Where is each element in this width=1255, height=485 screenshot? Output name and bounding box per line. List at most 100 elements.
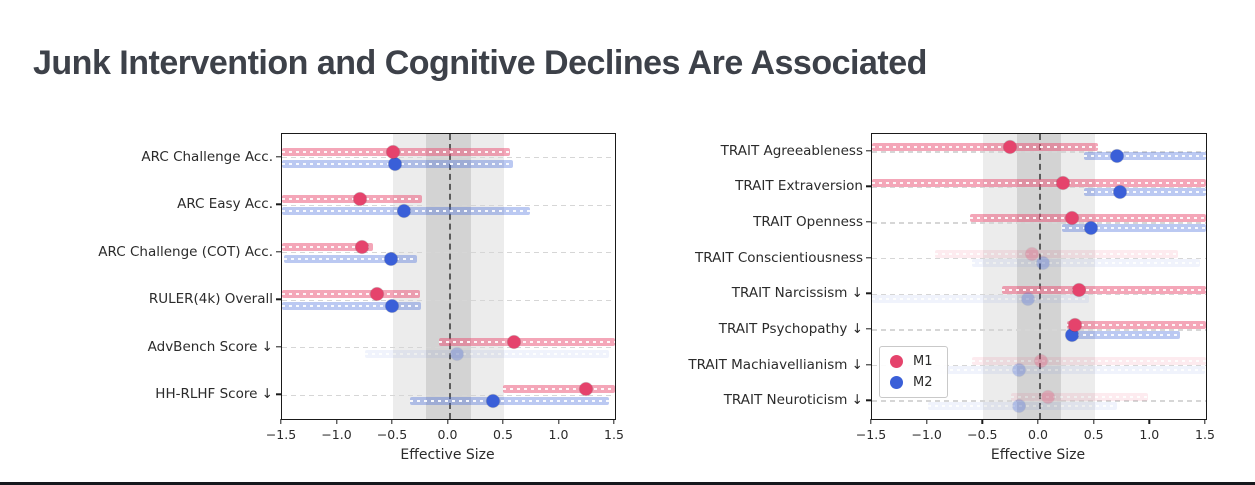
legend-label-m1: M1: [913, 354, 933, 369]
x-tick-mark: [280, 419, 282, 424]
x-tick-mark: [502, 419, 504, 424]
x-tick-mark: [925, 419, 928, 424]
y-tick-mark: [276, 346, 281, 348]
m1-marker-icon: [890, 355, 903, 368]
data-point-m1: [1003, 140, 1017, 154]
data-point-m2: [1110, 149, 1124, 163]
ci-bar-m2: [365, 349, 610, 358]
data-point-m2: [397, 204, 411, 218]
grid-line: [872, 257, 1206, 260]
grid-line: [282, 394, 615, 396]
y-tick-mark: [866, 256, 871, 259]
data-point-m2: [1012, 363, 1026, 377]
grid-line: [872, 400, 1206, 402]
category-label: TRAIT Psychopathy ↓: [718, 320, 863, 337]
ci-bar-m2: [282, 302, 421, 311]
data-point-m2: [384, 252, 398, 266]
data-point-m1: [507, 335, 521, 349]
ci-bar-m1: [972, 356, 1206, 365]
ci-bar-m2: [972, 259, 1201, 268]
ci-bar-m2: [872, 294, 1090, 303]
ci-bar-m1: [502, 385, 615, 394]
x-tick-mark: [870, 419, 872, 424]
plot-area: M1 M2: [871, 133, 1207, 420]
grid-line: [282, 204, 615, 206]
category-label: ARC Challenge Acc.: [141, 148, 273, 165]
data-point-m1: [1065, 211, 1079, 225]
y-tick-mark: [866, 150, 871, 152]
ci-bar-m1: [282, 290, 420, 299]
ci-bar-m1: [969, 214, 1206, 223]
category-label: ARC Easy Acc.: [177, 196, 273, 213]
y-tick-mark: [276, 203, 281, 205]
y-tick-mark: [866, 185, 871, 188]
data-point-m1: [1072, 283, 1086, 297]
category-label: TRAIT Neuroticism ↓: [723, 392, 863, 409]
data-point-m1: [1041, 390, 1055, 404]
shaded-band: [426, 134, 471, 419]
x-tick-label: 1.0: [1139, 427, 1160, 442]
m2-marker-icon: [890, 376, 903, 389]
data-point-m2: [385, 299, 399, 313]
y-tick-mark: [276, 393, 281, 395]
grid-line: [872, 293, 1206, 295]
plot-area: [281, 133, 616, 420]
x-tick-mark: [613, 419, 615, 424]
zero-reference-line: [448, 134, 451, 419]
data-point-m1: [579, 382, 593, 396]
x-tick-label: −1.0: [321, 427, 352, 442]
x-tick-label: 0.5: [1083, 427, 1104, 442]
category-label: TRAIT Machiavellianism ↓: [688, 356, 863, 373]
grid-line: [282, 252, 615, 254]
grid-line: [282, 157, 615, 159]
data-point-m1: [370, 287, 384, 301]
trait-effects-chart: TRAIT Agreeableness TRAIT Extraversion TRA…: [646, 133, 1215, 473]
y-tick-mark: [866, 328, 871, 330]
ci-bar-m1: [935, 250, 1179, 259]
y-tick-mark: [866, 292, 871, 295]
grid-line: [282, 299, 615, 301]
legend-label-m2: M2: [913, 375, 933, 390]
y-tick-mark: [866, 363, 871, 366]
x-tick-label: −0.5: [376, 427, 408, 442]
data-point-m1: [386, 145, 400, 159]
category-label: HH-RLHF Score ↓: [155, 386, 273, 403]
ci-bar-m2: [284, 254, 418, 263]
legend: M1 M2: [879, 346, 948, 398]
data-point-m1: [1034, 354, 1048, 368]
ci-bar-m2: [1062, 223, 1206, 232]
y-tick-mark: [276, 156, 281, 158]
data-point-m1: [353, 192, 367, 206]
category-label: TRAIT Extraversion: [735, 178, 863, 195]
grid-line: [872, 151, 1206, 153]
x-axis: −1.5 −1.0 −0.5 0.0 0.5 1.0 1.5: [266, 418, 624, 468]
ci-bar-m1: [1002, 285, 1206, 294]
data-point-m1: [1025, 247, 1039, 261]
data-point-m2: [1084, 221, 1098, 235]
y-tick-mark: [866, 221, 871, 223]
data-point-m2: [1113, 185, 1127, 199]
category-label: TRAIT Openness: [753, 214, 863, 231]
x-tick-mark: [1148, 419, 1151, 424]
legend-item-m1: M1: [890, 354, 933, 369]
x-tick-mark: [1092, 419, 1095, 424]
page-title: Junk Intervention and Cognitive Declines…: [33, 44, 927, 82]
x-tick-label: −1.5: [265, 427, 297, 442]
y-tick-mark: [276, 298, 281, 300]
x-tick-mark: [391, 419, 393, 424]
x-tick-mark: [446, 419, 449, 424]
x-axis-title: Effective Size: [400, 447, 495, 463]
ci-bar-m1: [1011, 392, 1149, 401]
x-tick-label: 0.0: [1028, 427, 1048, 442]
data-point-m1: [355, 240, 369, 254]
grid-line: [282, 347, 615, 349]
ci-bar-m2: [1083, 188, 1206, 197]
ci-bar-m1: [1066, 321, 1206, 330]
x-tick-label: 1.5: [604, 427, 624, 442]
data-point-m2: [1012, 399, 1026, 413]
x-tick-label: 0.5: [493, 427, 513, 442]
legend-item-m2: M2: [890, 375, 933, 390]
x-tick-mark: [1037, 419, 1039, 424]
x-tick-label: −0.5: [967, 427, 998, 442]
